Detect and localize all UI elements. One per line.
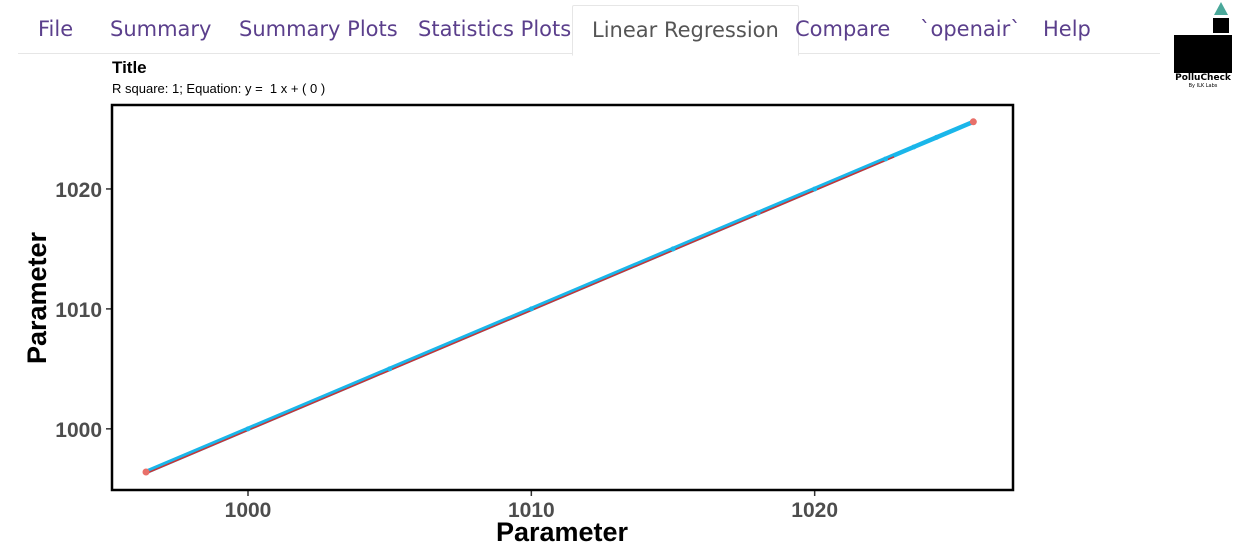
tab-statistics-plots[interactable]: Statistics Plots [418, 5, 571, 53]
x-tick-label: 1000 [225, 499, 272, 522]
y-tick-label: 1020 [55, 179, 102, 202]
data-point [969, 118, 977, 126]
y-axis-label: Parameter [22, 231, 52, 364]
logo-block [1174, 35, 1194, 54]
y-tick-label: 1000 [55, 419, 102, 442]
data-point [670, 246, 676, 252]
tab-label: Linear Regression [592, 18, 779, 42]
data-point [755, 210, 761, 216]
tab-label: File [38, 17, 74, 41]
x-axis-label: Parameter [496, 517, 629, 547]
y-tick-label: 1010 [55, 299, 102, 322]
tab-file[interactable]: File [38, 5, 73, 53]
tab-help[interactable]: Help [1043, 5, 1091, 53]
x-tick-label: 1010 [508, 499, 555, 522]
data-point [934, 134, 939, 140]
logo-block [1194, 54, 1213, 73]
data-point [883, 156, 888, 162]
data-point [911, 144, 917, 150]
tab-openair[interactable]: `openair` [920, 5, 1021, 53]
plot-title: Title [112, 58, 147, 77]
data-point [387, 366, 393, 372]
plot-panel-border [110, 103, 1015, 492]
tab-label: `openair` [920, 17, 1021, 41]
x-tick-label: 1020 [791, 499, 838, 522]
series-line [143, 119, 976, 475]
data-point [528, 306, 534, 312]
logo-tagline: By ILK Labs [1188, 83, 1218, 89]
data-point [812, 186, 818, 192]
tab-label: Statistics Plots [418, 17, 572, 41]
tab-label: Summary [110, 17, 212, 41]
regression-line [145, 156, 895, 475]
navbar: File Summary Summary Plots Statistics Pl… [18, 5, 1160, 56]
logo-name: PolluCheck [1175, 73, 1231, 83]
tab-compare[interactable]: Compare [795, 5, 890, 53]
tab-linear-regression[interactable]: Linear Regression [572, 5, 799, 56]
tab-summary-plots[interactable]: Summary Plots [239, 5, 398, 53]
logo-triangle [1214, 2, 1228, 15]
tab-summary[interactable]: Summary [110, 5, 211, 53]
tab-label: Compare [795, 17, 891, 41]
logo-block [1213, 35, 1232, 54]
plot-subtitle: R square: 1; Equation: y = 1 x + ( 0 ) [112, 81, 326, 96]
logo-block [1174, 54, 1194, 73]
logo-block [1194, 35, 1213, 54]
tab-label: Help [1043, 17, 1091, 41]
pollucheck-logo-icon[interactable] [1170, 2, 1236, 90]
data-point [245, 426, 251, 432]
logo-block [1213, 18, 1229, 33]
data-point [142, 468, 150, 476]
tab-label: Summary Plots [239, 17, 398, 41]
logo-block [1213, 54, 1232, 73]
